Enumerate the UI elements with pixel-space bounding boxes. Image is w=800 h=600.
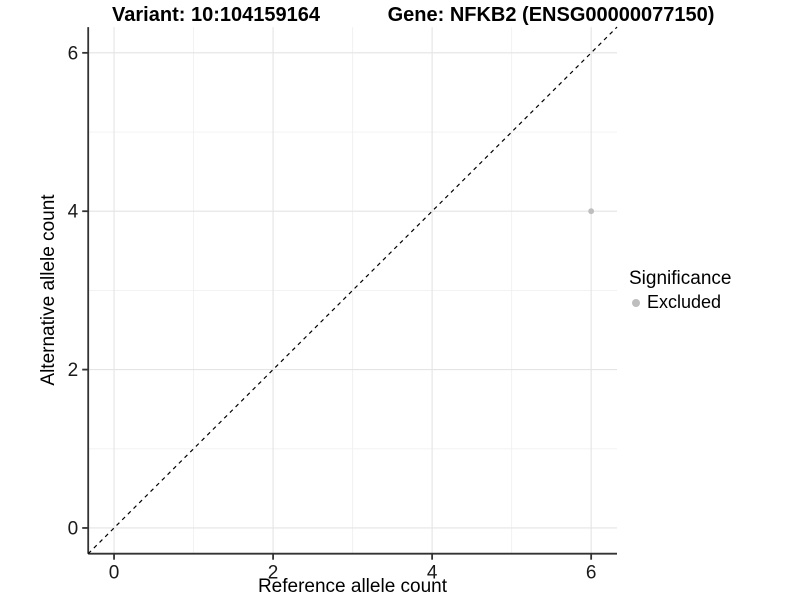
legend-title: Significance <box>629 268 732 289</box>
y-tick-label: 2 <box>68 360 79 381</box>
x-axis-title: Reference allele count <box>257 576 448 597</box>
y-axis-title: Alternative allele count <box>38 194 59 386</box>
legend-item-excluded: Excluded <box>632 292 731 313</box>
data-point <box>588 208 595 215</box>
x-tick-label: 6 <box>586 563 597 584</box>
legend-item-label: Excluded <box>647 292 722 312</box>
y-tick-label: 6 <box>68 43 79 64</box>
x-tick-label: 4 <box>427 563 438 584</box>
plot-title-variant: Variant: 10:104159164 <box>112 4 320 26</box>
legend-point-icon <box>632 298 640 307</box>
legend: Significance Excluded <box>629 268 731 313</box>
x-tick-label: 2 <box>268 563 279 584</box>
x-tick-label: 0 <box>109 563 120 584</box>
plot-title-gene: Gene: NFKB2 (ENSG00000077150) <box>387 4 715 26</box>
y-tick-label: 0 <box>68 518 79 539</box>
y-tick-label: 4 <box>68 202 79 223</box>
